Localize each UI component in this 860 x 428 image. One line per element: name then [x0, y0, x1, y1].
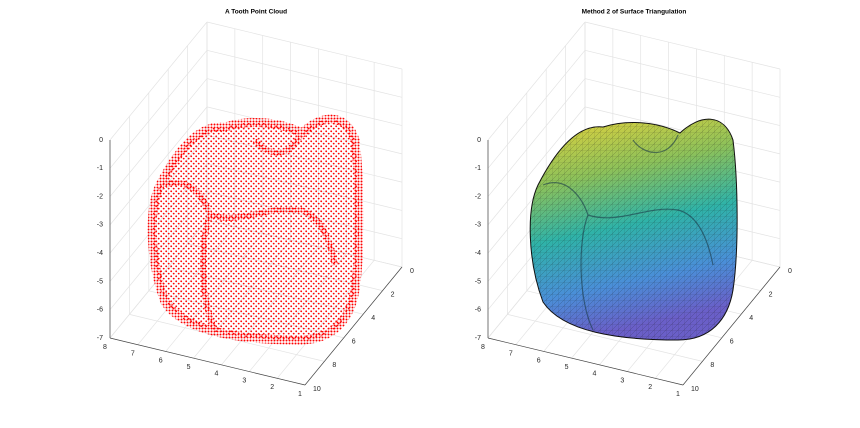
x-tick-label: 8 — [481, 344, 485, 351]
y-tick-label: 10 — [691, 386, 699, 393]
z-tick-label: -1 — [475, 165, 481, 172]
x-tick-label: 1 — [676, 391, 680, 398]
y-tick-label: 0 — [788, 268, 792, 275]
y-tick-label: 8 — [332, 362, 336, 369]
triangulated-surface — [529, 118, 738, 341]
x-tick-label: 8 — [103, 344, 107, 351]
y-axis — [682, 266, 781, 386]
z-tick-label: -4 — [97, 250, 103, 257]
z-tick-label: -2 — [97, 193, 103, 200]
y-tick-label: 6 — [352, 339, 356, 346]
x-tick-label: 5 — [187, 364, 191, 371]
x-tick-label: 6 — [159, 357, 163, 364]
grid-line — [109, 21, 208, 141]
z-tick-label: -4 — [475, 250, 481, 257]
z-tick-label: -1 — [97, 165, 103, 172]
z-tick-label: 0 — [477, 137, 481, 144]
x-tick-label: 5 — [565, 364, 569, 371]
grid-line — [584, 49, 781, 98]
z-tick-label: 0 — [99, 137, 103, 144]
y-tick-label: 6 — [730, 339, 734, 346]
x-tick-label: 4 — [214, 371, 218, 378]
x-tick-label: 2 — [648, 384, 652, 391]
y-tick-label: 4 — [371, 315, 375, 322]
x-axis — [487, 337, 684, 386]
x-tick-label: 2 — [270, 384, 274, 391]
y-tick-label: 2 — [769, 291, 773, 298]
grid-line — [206, 78, 403, 126]
x-axis — [109, 337, 306, 386]
y-tick-label: 2 — [391, 291, 395, 298]
grid-line — [584, 21, 781, 70]
z-tick-label: -5 — [97, 278, 103, 285]
grid-line — [487, 106, 586, 226]
grid-line — [487, 21, 586, 141]
z-tick-label: -3 — [97, 222, 103, 229]
y-tick-label: 10 — [313, 386, 321, 393]
y-axis — [304, 266, 403, 386]
grid-line — [206, 49, 403, 98]
y-tick-label: 4 — [749, 315, 753, 322]
z-tick-label: -7 — [97, 335, 103, 342]
grid-line — [109, 78, 208, 197]
grid-line — [584, 78, 781, 126]
y-tick-label: 0 — [410, 268, 414, 275]
grid-line — [206, 21, 403, 70]
grid-line — [109, 50, 208, 169]
x-tick-label: 3 — [620, 377, 624, 384]
grid-line — [487, 50, 586, 169]
grid-line — [507, 314, 703, 362]
x-tick-label: 6 — [537, 357, 541, 364]
grid-line — [109, 106, 208, 226]
z-tick-label: -7 — [475, 335, 481, 342]
point-cloud — [152, 119, 359, 340]
chart-title: Method 2 of Surface Triangulation — [582, 9, 687, 16]
y-tick-label: 8 — [710, 362, 714, 369]
x-tick-label: 1 — [298, 391, 302, 398]
z-tick-label: -6 — [475, 307, 481, 314]
x-tick-label: 7 — [509, 351, 513, 358]
z-tick-label: -2 — [475, 193, 481, 200]
x-tick-label: 4 — [592, 371, 596, 378]
chart-title: A Tooth Point Cloud — [225, 9, 287, 16]
z-tick-label: -5 — [475, 278, 481, 285]
z-tick-label: -3 — [475, 222, 481, 229]
x-tick-label: 3 — [242, 377, 246, 384]
z-tick-label: -6 — [97, 307, 103, 314]
grid-line — [487, 78, 586, 197]
x-tick-label: 7 — [131, 351, 135, 358]
